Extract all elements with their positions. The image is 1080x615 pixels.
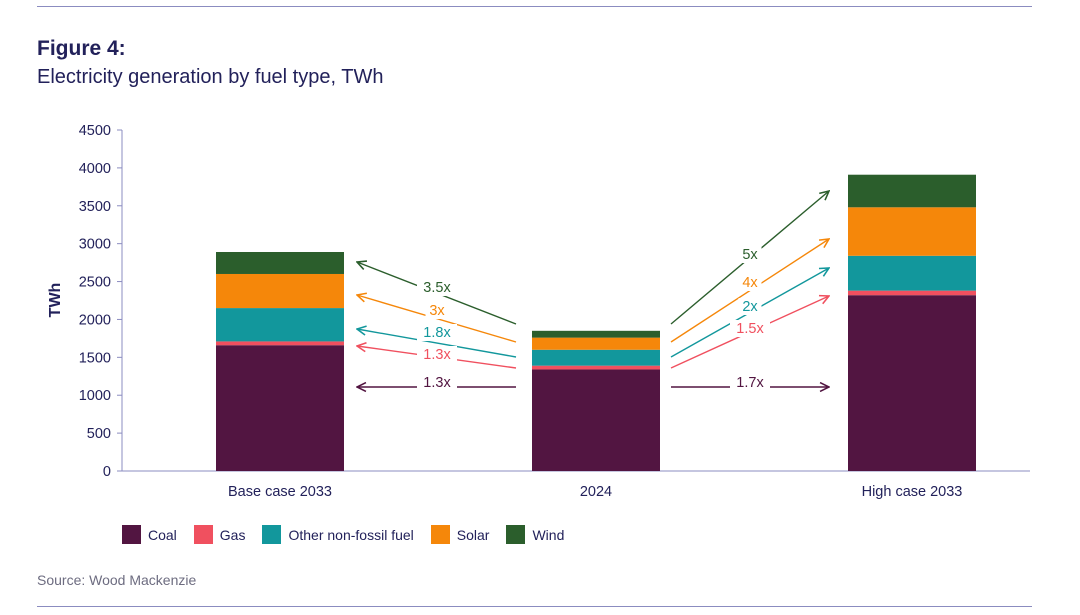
legend-label-gas: Gas bbox=[219, 526, 246, 543]
y-tick-label: 3000 bbox=[79, 237, 111, 253]
y-tick-label: 1000 bbox=[79, 388, 111, 404]
legend-swatch-other bbox=[262, 525, 282, 544]
legend-label-coal: Coal bbox=[148, 526, 177, 543]
growth-label-bg-right-wind bbox=[738, 246, 762, 263]
growth-label-left-coal: 1.3x bbox=[423, 375, 451, 391]
growth-arrow-left-other-non-fossil-fuel bbox=[357, 329, 517, 358]
bar-segment-wind-0 bbox=[216, 252, 344, 274]
y-axis-title: TWh bbox=[47, 283, 64, 318]
legend-swatch-solar bbox=[430, 525, 450, 544]
legend-item-coal: Coal bbox=[122, 525, 177, 544]
growth-label-bg-left-gas bbox=[417, 346, 457, 363]
y-tick-label: 1500 bbox=[79, 350, 111, 366]
legend-label-other: Other non-fossil fuel bbox=[288, 526, 414, 543]
y-tick-label: 4500 bbox=[79, 123, 111, 139]
bar-segment-other-non-fossil-fuel-2 bbox=[848, 255, 976, 291]
growth-label-bg-right-solar bbox=[738, 274, 762, 291]
top-rule bbox=[37, 6, 1032, 7]
bar-segment-gas-1 bbox=[532, 365, 660, 370]
growth-label-left-solar: 3x bbox=[429, 303, 445, 319]
growth-label-left-gas: 1.3x bbox=[423, 347, 451, 363]
chart-legend: Coal Gas Other non-fossil fuel Solar Win… bbox=[122, 525, 581, 544]
bar-segment-solar-1 bbox=[532, 337, 660, 350]
growth-label-right-wind: 5x bbox=[742, 247, 758, 263]
y-tick-label: 2500 bbox=[79, 275, 111, 291]
legend-label-wind: Wind bbox=[532, 526, 565, 543]
growth-label-bg-left-other-non-fossil-fuel bbox=[417, 324, 457, 341]
growth-label-right-other-non-fossil-fuel: 2x bbox=[742, 299, 758, 315]
x-tick-label: Base case 2033 bbox=[228, 484, 332, 500]
growth-label-left-other-non-fossil-fuel: 1.8x bbox=[423, 325, 451, 341]
bar-segment-coal-2 bbox=[848, 295, 976, 471]
bar-segment-wind-1 bbox=[532, 330, 660, 338]
source-note: Source: Wood Mackenzie bbox=[37, 572, 197, 588]
bar-segment-coal-0 bbox=[216, 345, 344, 471]
bar-segment-other-non-fossil-fuel-1 bbox=[532, 349, 660, 366]
x-tick-label: 2024 bbox=[580, 484, 612, 500]
growth-label-bg-left-wind bbox=[417, 279, 457, 296]
legend-item-wind: Wind bbox=[506, 525, 564, 544]
growth-label-bg-right-coal bbox=[730, 374, 770, 391]
legend-item-solar: Solar bbox=[430, 525, 490, 544]
legend-item-gas: Gas bbox=[193, 525, 246, 544]
growth-label-bg-left-coal bbox=[417, 374, 457, 391]
figure-title: Electricity generation by fuel type, TWh bbox=[37, 66, 384, 88]
figure-label: Figure 4: bbox=[37, 37, 126, 60]
bottom-rule bbox=[37, 606, 1032, 607]
bar-segment-wind-2 bbox=[848, 174, 976, 208]
bar-segment-gas-2 bbox=[848, 290, 976, 296]
y-tick-label: 500 bbox=[87, 426, 111, 442]
y-tick-label: 4000 bbox=[79, 161, 111, 177]
legend-item-other: Other non-fossil fuel bbox=[262, 525, 414, 544]
bar-segment-other-non-fossil-fuel-0 bbox=[216, 308, 344, 342]
bar-segment-solar-0 bbox=[216, 273, 344, 309]
legend-label-solar: Solar bbox=[456, 526, 490, 543]
bar-segment-solar-2 bbox=[848, 207, 976, 256]
legend-swatch-wind bbox=[506, 525, 526, 544]
growth-label-right-gas: 1.5x bbox=[736, 321, 764, 337]
growth-label-bg-left-solar bbox=[425, 302, 449, 319]
bar-segment-gas-0 bbox=[216, 341, 344, 346]
growth-label-left-wind: 3.5x bbox=[423, 280, 451, 296]
y-tick-label: 3500 bbox=[79, 199, 111, 215]
y-tick-label: 2000 bbox=[79, 312, 111, 328]
y-tick-label: 0 bbox=[103, 464, 111, 480]
growth-label-bg-right-other-non-fossil-fuel bbox=[738, 298, 762, 315]
growth-label-right-coal: 1.7x bbox=[736, 375, 764, 391]
growth-label-bg-right-gas bbox=[730, 320, 770, 337]
legend-swatch-gas bbox=[193, 525, 213, 544]
legend-swatch-coal bbox=[122, 525, 141, 544]
bar-segment-coal-1 bbox=[532, 369, 660, 471]
growth-label-right-solar: 4x bbox=[742, 275, 758, 291]
x-tick-label: High case 2033 bbox=[862, 484, 963, 500]
